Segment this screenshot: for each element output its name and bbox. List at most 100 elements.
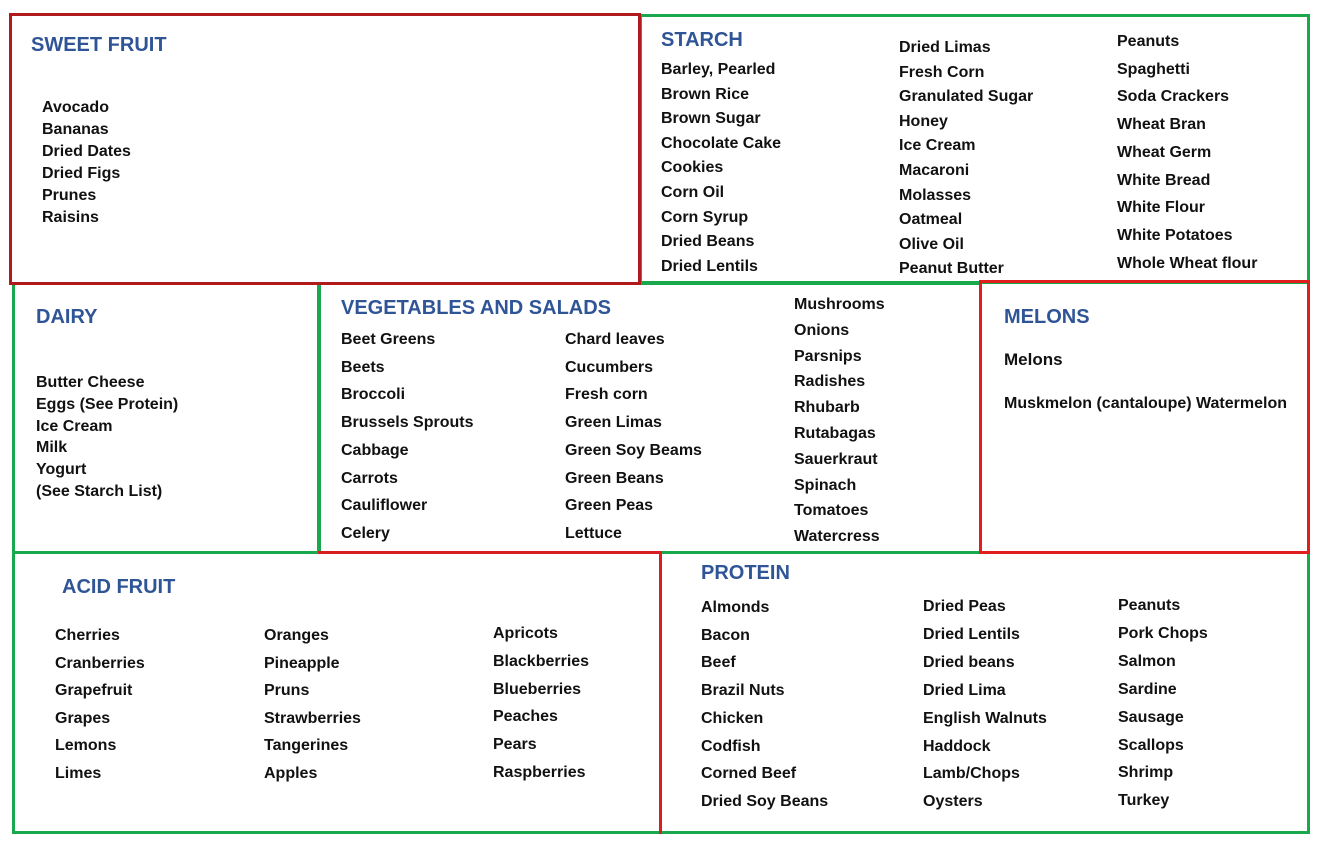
food-item: Green Beans — [565, 469, 664, 487]
food-item: Pears — [493, 736, 537, 754]
food-item: Dried Limas — [899, 39, 991, 56]
food-item: Cranberries — [55, 654, 145, 672]
food-item: Lemons — [55, 737, 117, 755]
acid-fruit-border — [659, 551, 662, 834]
food-item: Dried Soy Beans — [701, 792, 829, 810]
food-item: Radishes — [794, 373, 866, 391]
food-item: Cucumbers — [565, 358, 654, 376]
food-item: Tomatoes — [794, 502, 869, 520]
food-item: Chard leaves — [565, 331, 665, 348]
food-item: Pineapple — [264, 654, 340, 672]
section-title: PROTEIN — [701, 562, 790, 584]
food-item: Corn Oil — [661, 184, 725, 201]
food-item: Bananas — [42, 121, 109, 138]
food-item: Blackberries — [493, 652, 590, 670]
food-item: Almonds — [701, 599, 770, 616]
section-title: STARCH — [661, 29, 743, 51]
food-item: Lamb/Chops — [923, 765, 1020, 783]
food-item: Pork Chops — [1118, 624, 1208, 642]
food-item: Whole Wheat flour — [1117, 254, 1258, 272]
food-item: Cookies — [661, 159, 724, 177]
sweet-fruit-box — [9, 13, 641, 285]
food-item: Corned Beef — [701, 765, 797, 783]
food-item: Codfish — [701, 737, 761, 755]
food-item: Rutabagas — [794, 425, 876, 442]
food-item: Cherries — [55, 627, 120, 644]
food-item: Green Peas — [565, 497, 654, 515]
melons-box — [979, 280, 1310, 554]
food-item: Haddock — [923, 737, 991, 755]
food-item: Molasses — [899, 186, 972, 204]
food-item: Barley, Pearled — [661, 61, 776, 78]
food-item: Green Limas — [565, 414, 662, 432]
food-item: Peanuts — [1118, 597, 1181, 614]
food-item: Fresh Corn — [899, 63, 985, 81]
food-item: Sausage — [1118, 708, 1184, 726]
section-title: VEGETABLES AND SALADS — [341, 297, 612, 319]
food-item: Dried Lentils — [923, 625, 1020, 643]
food-item: Turkey — [1118, 792, 1170, 810]
food-item: Milk — [36, 439, 68, 457]
section-title: SWEET FRUIT — [31, 34, 167, 56]
food-item: Mushrooms — [794, 296, 885, 313]
food-item: Raspberries — [493, 764, 586, 781]
food-item: (See Starch List) — [36, 483, 163, 500]
food-item: Lettuce — [565, 524, 622, 542]
food-item: Spaghetti — [1117, 60, 1190, 78]
food-item: Wheat Germ — [1117, 143, 1212, 161]
food-item: Olive Oil — [899, 235, 964, 253]
food-item: Strawberries — [264, 709, 361, 727]
acid-fruit-border — [318, 551, 662, 554]
food-item: Tangerines — [264, 737, 349, 755]
food-item: Fresh corn — [565, 386, 648, 404]
food-item: Onions — [794, 321, 850, 339]
food-item: Granulated Sugar — [899, 88, 1034, 106]
food-item: Prunes — [42, 187, 97, 204]
food-item: Carrots — [341, 469, 398, 487]
food-item: Brazil Nuts — [701, 682, 785, 700]
food-item: Beets — [341, 358, 385, 376]
food-item: White Potatoes — [1117, 226, 1233, 244]
food-item: Macaroni — [899, 162, 970, 179]
food-item: Shrimp — [1118, 764, 1174, 782]
food-item: Peanut Butter — [899, 260, 1004, 278]
food-item: Brussels Sprouts — [341, 414, 474, 432]
food-item: Oatmeal — [899, 211, 963, 229]
food-item: Corn Syrup — [661, 208, 749, 226]
food-item: Apricots — [493, 625, 558, 642]
food-item: Scallops — [1118, 736, 1184, 754]
section-heading: Melons — [1004, 350, 1063, 369]
food-item: Yogurt — [36, 461, 87, 479]
food-item: Dried Peas — [923, 598, 1006, 615]
food-item: English Walnuts — [923, 709, 1047, 727]
food-item: Dried beans — [923, 653, 1015, 671]
food-item: Grapes — [55, 709, 111, 727]
food-item: Limes — [55, 765, 102, 782]
food-item: Dried Beans — [661, 233, 755, 251]
food-item: Blueberries — [493, 680, 582, 698]
food-item: Soda Crackers — [1117, 88, 1230, 106]
food-item: Dried Lima — [923, 681, 1006, 699]
food-item: Ice Cream — [36, 417, 113, 435]
food-item: Raisins — [42, 209, 99, 226]
food-item: Beet Greens — [341, 331, 436, 348]
section-title: DAIRY — [36, 306, 98, 328]
food-item: Butter Cheese — [36, 374, 145, 391]
food-item: Avocado — [42, 99, 109, 116]
food-item: Eggs (See Protein) — [36, 395, 179, 413]
food-item: Watercress — [794, 528, 880, 546]
food-item: Wheat Bran — [1117, 116, 1206, 134]
food-item: Sauerkraut — [794, 450, 878, 468]
food-item: Apples — [264, 765, 318, 782]
food-item: Dried Dates — [42, 143, 131, 160]
food-item: Chocolate Cake — [661, 134, 782, 152]
food-item: Grapefruit — [55, 682, 133, 700]
food-item: Celery — [341, 524, 390, 542]
food-item: Oysters — [923, 793, 983, 811]
food-item: Salmon — [1118, 652, 1176, 670]
food-item: Peaches — [493, 708, 558, 726]
food-item: Dried Lentils — [661, 257, 758, 275]
food-item: Green Soy Beams — [565, 441, 702, 459]
food-item: Brown Sugar — [661, 110, 761, 128]
